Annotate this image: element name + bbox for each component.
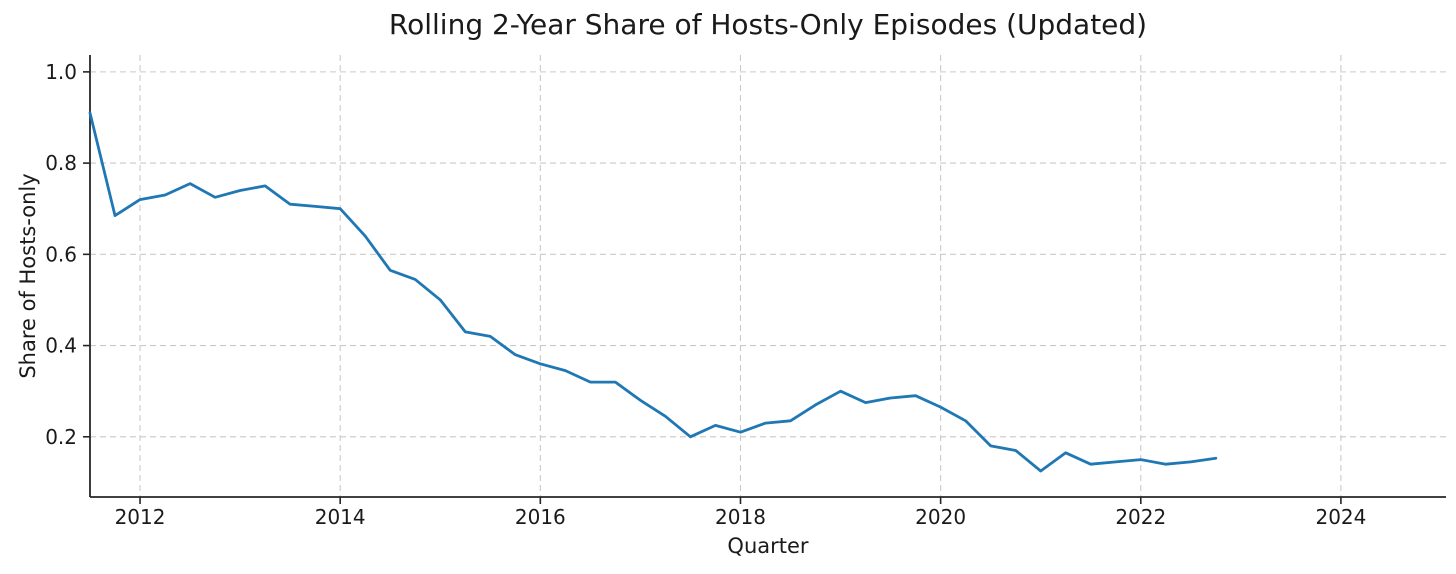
- x-tick-label: 2022: [1115, 505, 1166, 529]
- x-tick-label: 2012: [115, 505, 166, 529]
- chart-title: Rolling 2-Year Share of Hosts-Only Episo…: [388, 8, 1148, 41]
- x-axis-label: Quarter: [727, 534, 809, 558]
- data-line: [88, 111, 1218, 473]
- x-tick-label: 2014: [315, 505, 366, 529]
- x-tick-label: 2018: [715, 505, 766, 529]
- y-tick-label: 1.0: [45, 60, 77, 84]
- y-tick-label: 0.4: [45, 334, 77, 358]
- x-tick-label: 2020: [915, 505, 966, 529]
- y-tick-label: 0.6: [45, 242, 77, 266]
- x-tick-label: 2016: [515, 505, 566, 529]
- x-tick-label: 2024: [1315, 505, 1366, 529]
- y-tick-label: 0.8: [45, 151, 77, 175]
- y-tick-label: 0.2: [45, 425, 77, 449]
